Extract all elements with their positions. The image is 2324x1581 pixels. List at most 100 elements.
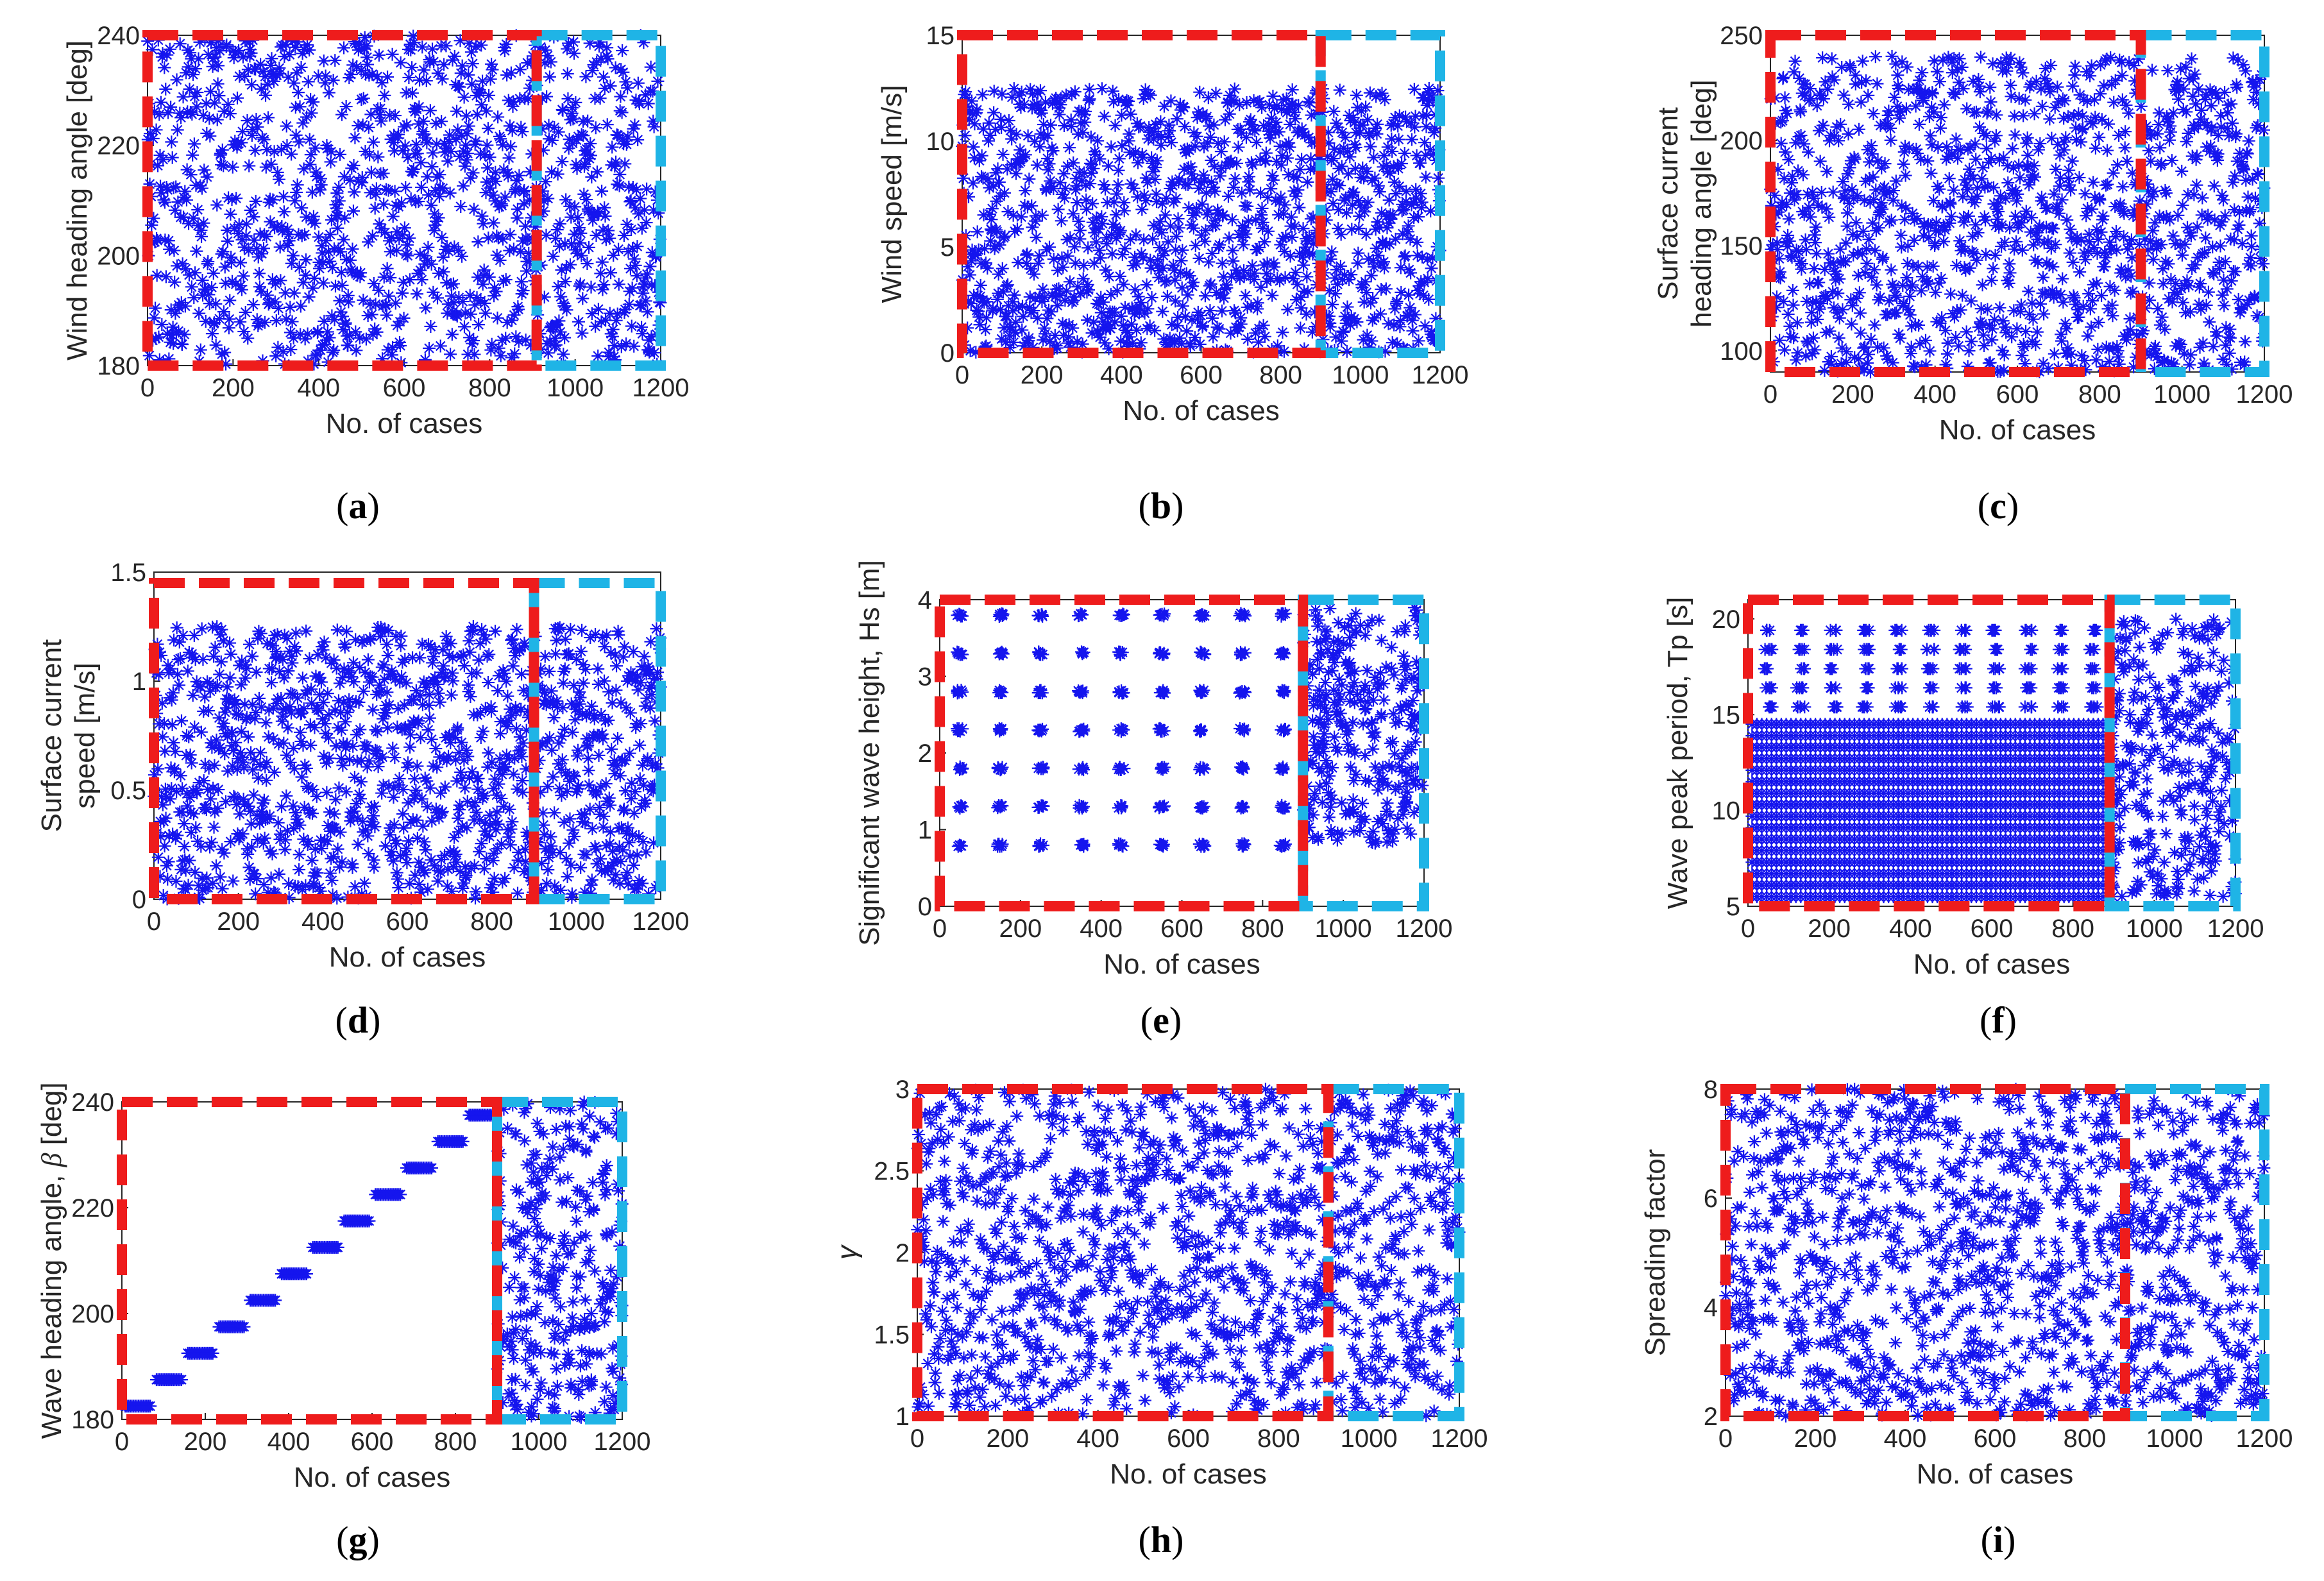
data-point <box>2189 97 2203 111</box>
data-point <box>630 882 643 895</box>
data-point <box>421 800 434 813</box>
data-point <box>1411 249 1424 262</box>
data-point <box>513 731 527 744</box>
data-point <box>376 750 389 764</box>
data-point <box>593 92 607 105</box>
data-point <box>251 121 264 134</box>
data-point <box>1194 109 1207 123</box>
data-point <box>2141 178 2155 191</box>
data-point <box>2137 324 2150 337</box>
data-point <box>503 244 516 257</box>
data-point <box>319 727 332 740</box>
data-point <box>441 155 455 168</box>
data-point <box>2035 190 2048 204</box>
data-point <box>1371 249 1385 262</box>
data-point <box>981 173 995 186</box>
data-point <box>398 698 411 712</box>
data-point <box>1373 221 1386 234</box>
data-point <box>278 50 291 63</box>
data-point <box>618 784 632 798</box>
data-point <box>169 832 182 845</box>
data-point <box>2187 188 2201 201</box>
data-point <box>1037 118 1050 131</box>
data-point <box>2163 213 2176 226</box>
data-point <box>1066 321 1080 335</box>
data-point <box>2024 225 2037 239</box>
data-point <box>1261 224 1275 238</box>
data-point <box>1327 105 1341 118</box>
x-axis-label: No. of cases <box>326 408 483 439</box>
data-point <box>607 350 620 364</box>
data-point <box>452 825 465 839</box>
data-point <box>173 301 186 314</box>
data-point <box>218 747 232 761</box>
data-point <box>1432 171 1445 185</box>
data-point <box>595 255 609 269</box>
data-point <box>390 866 403 879</box>
data-point <box>1193 85 1207 99</box>
data-point <box>1887 280 1901 294</box>
data-point <box>562 142 575 155</box>
data-point <box>331 221 344 235</box>
data-point <box>1841 207 1854 220</box>
data-point <box>1064 341 1078 354</box>
data-point <box>154 96 167 109</box>
data-point <box>618 754 632 767</box>
data-point <box>253 816 266 830</box>
data-point <box>201 255 215 268</box>
data-point <box>2114 197 2127 210</box>
data-point <box>590 857 604 870</box>
data-point <box>612 242 625 256</box>
data-point <box>155 317 169 331</box>
data-point <box>529 220 542 233</box>
data-point <box>317 276 330 290</box>
data-point <box>272 867 285 881</box>
data-point <box>417 63 430 77</box>
data-point <box>2132 53 2145 66</box>
data-point <box>503 802 516 816</box>
data-point <box>420 131 433 145</box>
data-point <box>1266 173 1280 187</box>
data-point <box>492 777 505 791</box>
data-point <box>171 123 184 137</box>
data-point <box>2075 349 2089 362</box>
data-point <box>1085 326 1099 340</box>
data-point <box>1387 318 1401 332</box>
data-point <box>1821 83 1835 96</box>
data-point <box>1176 300 1189 313</box>
data-point <box>1851 230 1864 243</box>
data-point <box>951 609 964 622</box>
data-point <box>214 158 228 171</box>
data-point <box>558 331 572 344</box>
data-point <box>622 836 636 849</box>
data-point <box>990 225 1004 239</box>
data-point <box>564 237 578 251</box>
data-point <box>2059 131 2073 144</box>
data-point <box>1845 183 1859 196</box>
data-point <box>1081 314 1094 327</box>
data-point <box>197 216 210 230</box>
data-point <box>1976 328 1990 342</box>
x-tick-label: 600 <box>1180 361 1223 389</box>
data-point <box>591 663 605 676</box>
data-point <box>282 877 296 890</box>
data-point <box>1386 208 1400 222</box>
data-point <box>548 806 561 820</box>
data-point <box>589 627 602 641</box>
data-point <box>216 843 229 856</box>
data-point <box>1114 309 1128 323</box>
data-point <box>1170 230 1183 243</box>
data-point <box>1266 89 1280 103</box>
data-point <box>308 271 321 285</box>
data-point <box>2065 232 2078 245</box>
data-point <box>318 635 331 648</box>
data-point <box>2194 277 2207 291</box>
data-point <box>1257 258 1271 272</box>
data-point <box>269 886 282 900</box>
data-point <box>640 182 654 196</box>
data-point <box>426 656 439 670</box>
data-point <box>332 781 346 795</box>
data-point <box>230 707 243 721</box>
data-point <box>1404 266 1418 280</box>
data-point <box>460 743 473 757</box>
